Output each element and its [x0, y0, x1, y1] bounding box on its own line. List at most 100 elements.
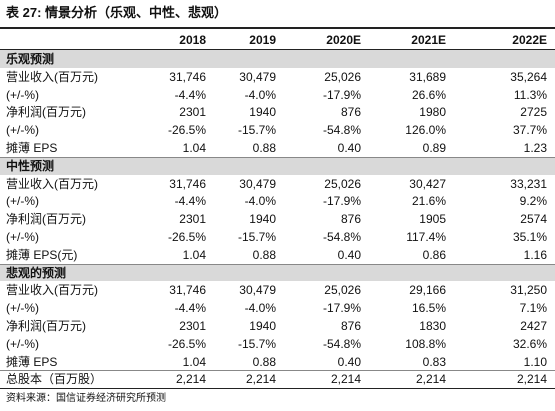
row-label: 净利润(百万元): [6, 319, 86, 333]
bottom-rule: [0, 388, 555, 390]
cell-value: -54.8%: [322, 336, 361, 351]
section-rule: [0, 263, 555, 265]
cell-value: 1.23: [523, 141, 547, 155]
cell-value: 2,214: [245, 372, 276, 387]
cell-value: -4.4%: [174, 301, 206, 316]
cell-value: 0.40: [337, 354, 361, 369]
section-band: [0, 263, 555, 282]
cell-value: 2,214: [516, 372, 547, 387]
cell-value: 30,427: [409, 176, 446, 191]
cell-value: -4.4%: [174, 87, 206, 102]
cell-value: 1980: [419, 105, 446, 120]
cell-value: 25,026: [324, 176, 361, 191]
cell-value: 25,026: [324, 283, 361, 298]
cell-value: -54.8%: [322, 230, 361, 244]
cell-value: 25,026: [324, 69, 361, 84]
column-header: 2022E: [512, 33, 547, 47]
cell-value: -17.9%: [322, 301, 361, 316]
cell-value: 0.89: [422, 141, 446, 155]
header-rule: [0, 49, 555, 50]
cell-value: 117.4%: [406, 230, 446, 244]
cell-value: 876: [340, 212, 361, 227]
cell-value: 11.3%: [513, 87, 547, 102]
cell-value: 0.40: [337, 141, 361, 155]
cell-value: 31,746: [169, 69, 206, 84]
cell-value: 2725: [520, 105, 547, 120]
cell-value: 31,250: [510, 283, 547, 298]
cell-value: 31,746: [169, 283, 206, 298]
row-label: (+/-%): [6, 87, 39, 102]
cell-value: 1940: [249, 105, 276, 120]
section-band: [0, 50, 555, 68]
cell-value: 2427: [520, 319, 547, 333]
column-header: 2018: [179, 33, 206, 47]
section-rule: [0, 156, 555, 158]
cell-value: -26.5%: [167, 123, 206, 138]
cell-value: 2301: [179, 319, 206, 333]
cell-value: -15.7%: [237, 123, 276, 138]
cell-value: 1940: [249, 212, 276, 227]
row-label: 摊薄 EPS(元): [6, 247, 78, 262]
row-label: 摊薄 EPS: [6, 141, 58, 155]
cell-value: 2,214: [175, 372, 206, 387]
table-title: 表 27: 情景分析（乐观、中性、悲观）: [6, 5, 228, 20]
cell-value: 0.40: [337, 247, 361, 262]
row-label: (+/-%): [6, 194, 39, 209]
cell-value: -15.7%: [237, 230, 276, 244]
column-header: 2021E: [411, 33, 446, 47]
cell-value: 32.6%: [512, 336, 547, 351]
cell-value: 2,214: [330, 372, 361, 387]
source-note: 资料来源：国信证券经济研究所预测: [6, 393, 166, 405]
section-title: 悲观的预测: [6, 265, 67, 280]
row-label: 总股本（百万股）: [6, 372, 103, 387]
cell-value: 30,479: [239, 69, 276, 84]
row-label: 净利润(百万元): [6, 212, 86, 227]
cell-value: 37.7%: [512, 123, 547, 138]
cell-value: -54.8%: [322, 123, 361, 138]
row-label: (+/-%): [6, 301, 39, 316]
row-label: 营业收入(百万元): [6, 176, 98, 191]
cell-value: -4.4%: [174, 194, 206, 209]
cell-value: -26.5%: [167, 336, 206, 351]
cell-value: 0.88: [252, 354, 276, 369]
row-label: (+/-%): [6, 336, 39, 351]
cell-value: 1940: [249, 319, 276, 333]
cell-value: 1.04: [182, 247, 206, 262]
section-band: [0, 156, 555, 175]
column-header: 2019: [249, 33, 276, 47]
cell-value: 0.88: [252, 247, 276, 262]
cell-value: 2,214: [415, 372, 446, 387]
cell-value: 9.2%: [519, 194, 547, 209]
cell-value: 1905: [419, 212, 446, 227]
cell-value: 1.04: [182, 354, 206, 369]
cell-value: 35,264: [510, 69, 547, 84]
cell-value: 126.0%: [405, 123, 446, 138]
cell-value: 16.5%: [411, 301, 446, 316]
cell-value: 35.1%: [512, 230, 547, 244]
cell-value: 1.16: [523, 247, 547, 262]
cell-value: 26.6%: [411, 87, 446, 102]
row-label: 摊薄 EPS: [6, 354, 58, 369]
cell-value: 21.6%: [411, 194, 446, 209]
cell-value: 108.8%: [405, 336, 446, 351]
top-rule: [0, 27, 555, 29]
section-title: 乐观预测: [6, 52, 55, 66]
cell-value: 30,479: [239, 176, 276, 191]
cell-value: 876: [340, 105, 361, 120]
cell-value: 0.83: [422, 354, 446, 369]
cell-value: 2301: [179, 212, 206, 227]
cell-value: -26.5%: [167, 230, 206, 244]
cell-value: 1.04: [182, 141, 206, 155]
cell-value: 29,166: [409, 283, 446, 298]
cell-value: 7.1%: [519, 301, 547, 316]
cell-value: 31,689: [409, 69, 446, 84]
cell-value: 33,231: [510, 176, 547, 191]
row-label: (+/-%): [6, 230, 39, 244]
cell-value: 2574: [520, 212, 547, 227]
cell-value: 876: [340, 319, 361, 333]
cell-value: 1.10: [523, 354, 547, 369]
row-label: 净利润(百万元): [6, 105, 86, 120]
cell-value: -15.7%: [237, 336, 276, 351]
cell-value: 2301: [179, 105, 206, 120]
